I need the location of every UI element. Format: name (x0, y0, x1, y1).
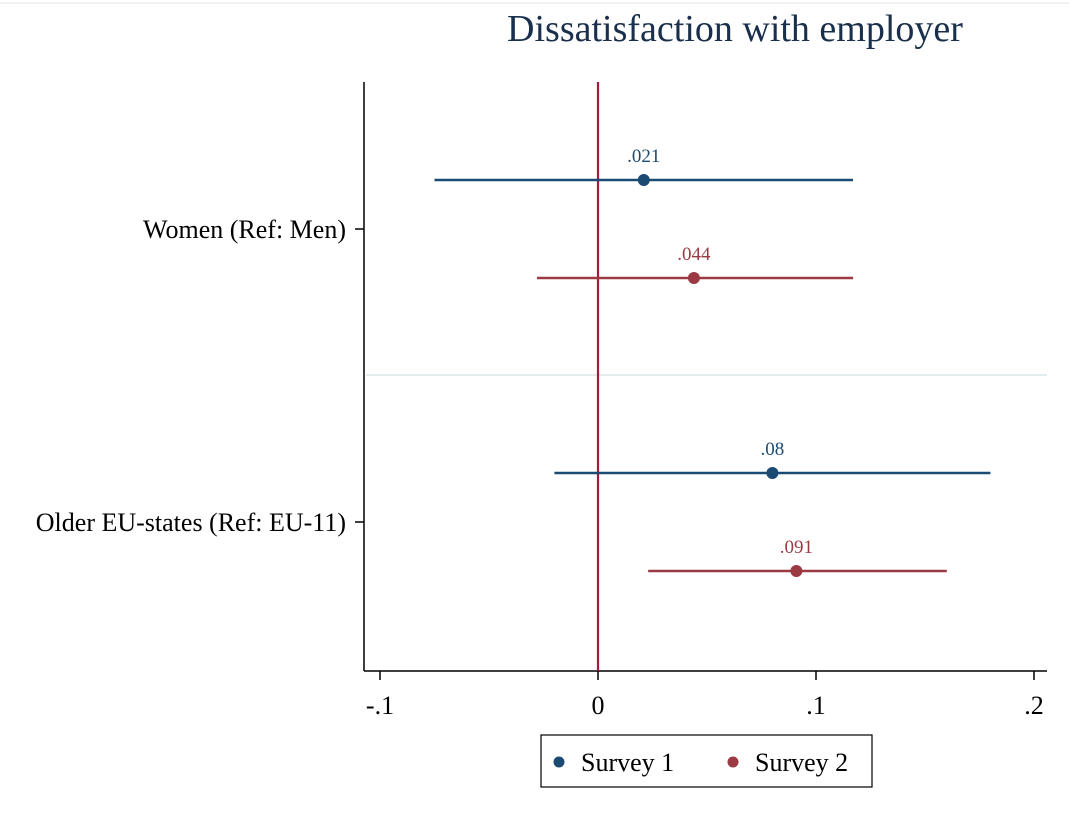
point-estimate-marker (790, 565, 803, 577)
y-category-label: Older EU-states (Ref: EU-11) (36, 508, 346, 537)
x-tick-label: .1 (806, 691, 826, 720)
data-label: .021 (627, 146, 660, 167)
point-estimate-marker (687, 272, 700, 284)
point-estimate-marker (766, 467, 779, 479)
y-category-label: Women (Ref: Men) (143, 215, 346, 244)
legend-box (540, 734, 873, 788)
chart-title: Dissatisfaction with employer (507, 8, 963, 50)
chart-marks: .021 .08 .044 .091 (434, 146, 991, 577)
legend-label-survey-1: Survey 1 (581, 748, 674, 777)
x-tick-label: -.1 (366, 691, 394, 720)
legend-label-survey-2: Survey 2 (755, 748, 848, 777)
legend-marker-survey-1 (553, 756, 565, 768)
y-axis-categories: Women (Ref: Men) Older EU-states (Ref: EU… (36, 215, 364, 537)
x-tick-label: .2 (1024, 691, 1044, 720)
data-label: .091 (780, 537, 813, 558)
legend-marker-survey-2 (727, 756, 739, 768)
x-axis-ticks: -.1 0 .1 .2 (366, 671, 1044, 720)
x-tick-label: 0 (592, 691, 605, 720)
legend: Survey 1 Survey 2 (540, 734, 873, 788)
data-label: .044 (677, 244, 711, 265)
data-label: .08 (761, 439, 785, 460)
point-estimate-marker (637, 174, 650, 186)
